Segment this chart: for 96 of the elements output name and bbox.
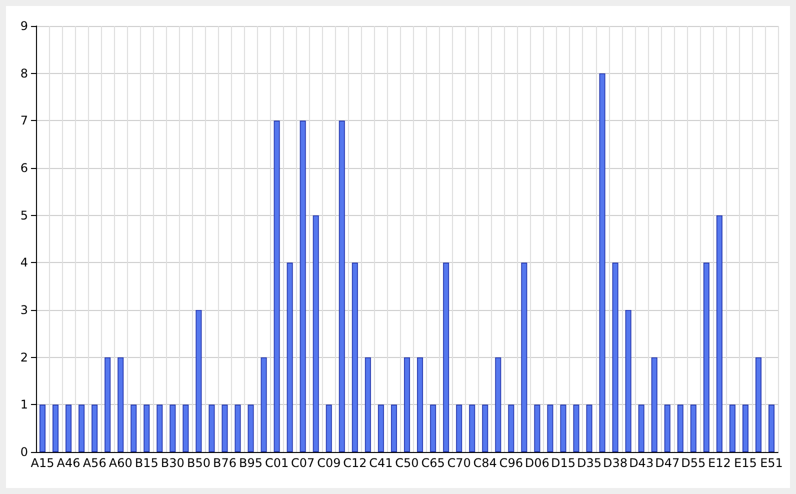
x-tick-label: C41 [369, 456, 393, 470]
bar [651, 357, 658, 452]
bar [300, 120, 306, 452]
bar [586, 404, 592, 452]
bar [352, 262, 358, 452]
y-tick-label: 9 [20, 19, 28, 33]
x-tick-label: B15 [134, 456, 158, 470]
bar [208, 404, 215, 452]
x-tick-label: A56 [82, 456, 106, 470]
x-tick-label: D06 [524, 456, 550, 470]
x-tick-label: C09 [317, 456, 341, 470]
y-tick-label: 6 [20, 161, 28, 175]
x-tick-label: C50 [395, 456, 419, 470]
bar [547, 404, 554, 452]
y-tick-label: 5 [20, 208, 28, 222]
x-tick-label: C07 [291, 456, 315, 470]
bar [118, 357, 124, 452]
bar [170, 404, 176, 452]
bar [469, 404, 476, 452]
bar [182, 404, 189, 452]
bar [417, 357, 424, 452]
bar [742, 404, 748, 452]
bar [390, 404, 397, 452]
bar [104, 357, 111, 452]
y-tick-label: 4 [20, 256, 28, 270]
bar [443, 262, 450, 452]
x-tick-label: B76 [212, 456, 237, 470]
bar [573, 404, 580, 452]
bar [144, 404, 150, 452]
bar [378, 404, 384, 452]
x-tick-label: D15 [550, 456, 576, 470]
bar [404, 357, 410, 452]
bar [638, 404, 644, 452]
bar [66, 404, 72, 452]
y-tick-label: 7 [20, 114, 28, 128]
y-tick-label: 1 [20, 398, 28, 412]
x-tick-label: D38 [603, 456, 628, 470]
bar [52, 404, 59, 452]
bar [312, 215, 319, 452]
bar [130, 404, 137, 452]
bar [286, 262, 293, 452]
y-tick-label: 3 [20, 303, 28, 317]
bar [274, 120, 280, 452]
bar [768, 404, 774, 452]
x-tick-label: A46 [56, 456, 80, 470]
x-tick-label: C01 [264, 456, 289, 470]
x-tick-label: B50 [186, 456, 210, 470]
bar [456, 404, 462, 452]
x-tick-label: E51 [760, 456, 783, 470]
x-tick-label: E15 [734, 456, 757, 470]
bar [222, 404, 228, 452]
bar [156, 404, 163, 452]
bar [40, 404, 46, 452]
x-tick-label: E12 [708, 456, 731, 470]
bar [599, 73, 606, 452]
bar [716, 215, 722, 452]
y-tick-label: 2 [20, 350, 28, 364]
x-tick-label: C96 [499, 456, 523, 470]
x-tick-label: C84 [473, 456, 497, 470]
y-tick-label: 8 [20, 66, 28, 80]
x-tick-label: C65 [421, 456, 445, 470]
bar [690, 404, 696, 452]
x-tick-label: D35 [576, 456, 602, 470]
bar [612, 262, 618, 452]
x-tick-label: D47 [655, 456, 680, 470]
bar [495, 357, 502, 452]
x-tick-label: D55 [681, 456, 706, 470]
bar [260, 357, 267, 452]
bar [364, 357, 371, 452]
x-tick-label: A15 [30, 456, 54, 470]
x-tick-label: C70 [447, 456, 471, 470]
bar [664, 404, 670, 452]
bar [78, 404, 85, 452]
bar [625, 310, 632, 452]
bar [248, 404, 254, 452]
bar [338, 120, 345, 452]
bar [508, 404, 514, 452]
bar [92, 404, 98, 452]
bar [482, 404, 488, 452]
bar [234, 404, 241, 452]
x-tick-label: C12 [343, 456, 367, 470]
bar [729, 404, 736, 452]
bar [534, 404, 540, 452]
bar [703, 262, 710, 452]
bar [755, 357, 762, 452]
bar [560, 404, 566, 452]
y-tick-label: 0 [20, 445, 28, 459]
x-tick-label: D43 [629, 456, 654, 470]
bar [430, 404, 436, 452]
x-tick-label: B95 [239, 456, 263, 470]
bar [196, 310, 202, 452]
x-tick-label: A60 [108, 456, 132, 470]
x-tick-label: B30 [160, 456, 184, 470]
bar [326, 404, 332, 452]
bar [677, 404, 684, 452]
bar [521, 262, 528, 452]
